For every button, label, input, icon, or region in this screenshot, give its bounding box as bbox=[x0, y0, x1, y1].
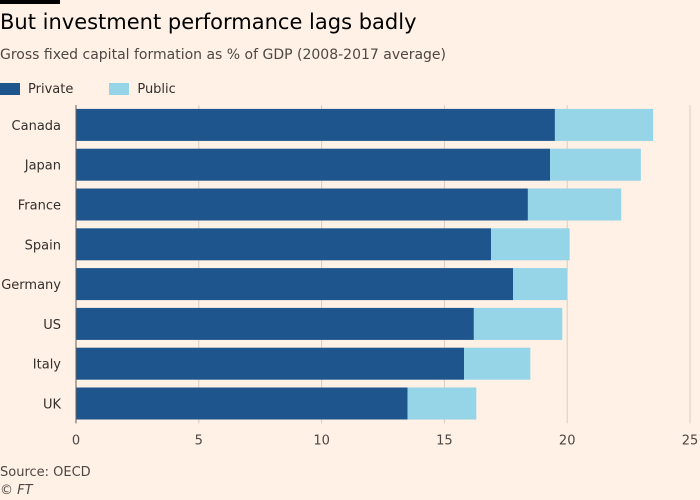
x-tick-label-15: 15 bbox=[436, 433, 453, 448]
legend-swatch-public bbox=[109, 83, 130, 95]
x-tick-label-0: 0 bbox=[72, 433, 80, 448]
y-tick-label-uk: UK bbox=[43, 398, 62, 413]
bar-private-italy bbox=[76, 347, 465, 380]
bar-chart: 0 5 10 15 20 25 Canada Japan France Spain Germany U… bbox=[1, 105, 699, 448]
credit: © FT bbox=[0, 483, 33, 498]
x-tick-label-10: 10 bbox=[313, 433, 330, 448]
bar-private-germany bbox=[76, 268, 514, 301]
bar-public-japan bbox=[550, 148, 641, 181]
y-tick-label-canada: Canada bbox=[12, 119, 61, 134]
x-tick-label-25: 25 bbox=[682, 433, 699, 448]
bar-private-uk bbox=[76, 387, 408, 420]
bar-private-canada bbox=[76, 108, 555, 141]
x-tick-label-20: 20 bbox=[559, 433, 576, 448]
legend-label-public: Public bbox=[137, 81, 176, 97]
bar-private-france bbox=[76, 188, 528, 221]
legend-swatch-private bbox=[0, 83, 20, 95]
legend-label-private: Private bbox=[28, 81, 74, 97]
bar-public-us bbox=[473, 307, 563, 340]
top-rule bbox=[0, 0, 60, 4]
source-note: Source: OECD bbox=[0, 465, 91, 480]
y-tick-label-germany: Germany bbox=[1, 278, 61, 293]
x-tick-label-5: 5 bbox=[195, 433, 203, 448]
bar-public-uk bbox=[407, 387, 477, 420]
bar-public-italy bbox=[464, 347, 531, 380]
y-tick-label-italy: Italy bbox=[33, 358, 62, 373]
bar-public-germany bbox=[513, 268, 568, 301]
bar-private-spain bbox=[76, 228, 492, 261]
y-tick-label-japan: Japan bbox=[24, 159, 61, 174]
y-tick-label-france: France bbox=[18, 199, 61, 214]
bar-private-us bbox=[76, 307, 474, 340]
chart-subtitle: Gross fixed capital formation as % of GD… bbox=[0, 47, 447, 63]
bar-public-spain bbox=[491, 228, 570, 261]
y-tick-label-us: US bbox=[43, 318, 61, 333]
legend-item-public: Public bbox=[109, 81, 176, 97]
y-tick-label-spain: Spain bbox=[25, 238, 61, 253]
chart-title: But investment performance lags badly bbox=[0, 10, 417, 34]
legend: Private Public bbox=[0, 80, 212, 98]
bar-private-japan bbox=[76, 148, 551, 181]
legend-item-private: Private bbox=[0, 82, 73, 97]
bar-public-canada bbox=[554, 108, 654, 141]
bar-public-france bbox=[527, 188, 622, 221]
